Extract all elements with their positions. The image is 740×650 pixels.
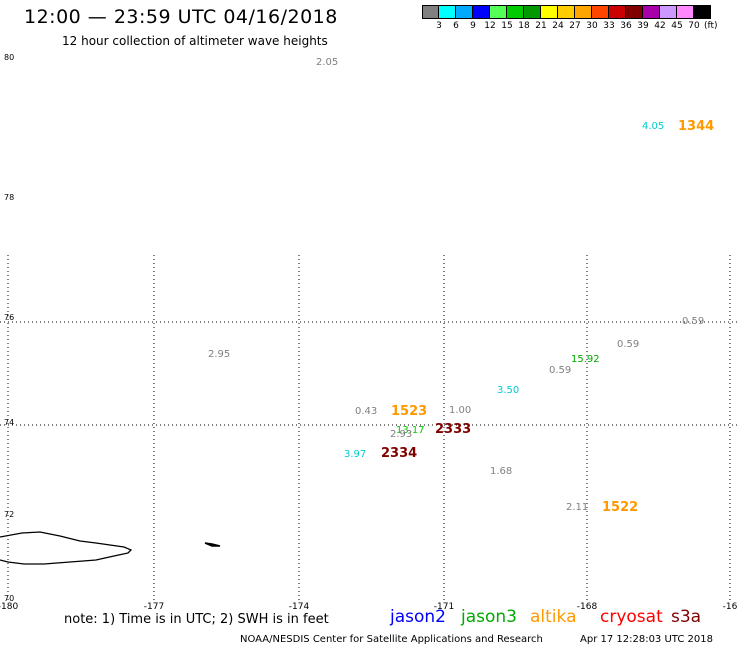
wave-height-label: 2.11: [566, 502, 588, 513]
axis-labels: -180 -177 -174 -171 -168 -16 80 78 76 74 72 70: [0, 53, 738, 612]
legend-entry-cryosat: cryosat: [600, 607, 663, 627]
color-swatch: [507, 5, 524, 19]
generation-timestamp: Apr 17 12:28:03 UTC 2018: [580, 634, 713, 645]
wave-height-label: 0.59: [617, 339, 639, 350]
graticule: [0, 255, 740, 600]
color-swatch: [677, 5, 694, 19]
wave-height-label-large: 1523: [391, 404, 427, 419]
longitude-tick-label: -180: [0, 602, 18, 612]
legend-entry-jason2: jason2: [390, 607, 446, 627]
color-scale-label: 42: [654, 21, 666, 31]
wave-height-label: 3.97: [344, 449, 366, 460]
longitude-tick-label: -174: [289, 602, 310, 612]
wave-height-label-large: 2333: [435, 422, 471, 437]
legend-entry-jason3: jason3: [461, 607, 517, 627]
color-scale-label: 39: [637, 21, 649, 31]
color-scale-label: 18: [518, 21, 530, 31]
longitude-tick-label: -168: [577, 602, 598, 612]
islet-outline: [204, 542, 221, 547]
wave-height-label: 0.59: [682, 316, 704, 327]
wave-height-label: 2.93: [390, 429, 412, 440]
color-swatch: [439, 5, 456, 19]
map-title: 12:00 — 23:59 UTC 04/16/2018: [24, 6, 338, 28]
wave-height-label: 0.43: [355, 406, 377, 417]
latitude-tick-label: 74: [4, 418, 14, 427]
color-swatch: [524, 5, 541, 19]
color-swatch: [456, 5, 473, 19]
wave-height-label-large: 1522: [602, 500, 638, 515]
color-scale-label: 12: [484, 21, 496, 31]
wave-height-label-large: 1344: [678, 119, 714, 134]
wave-height-label: 1.68: [490, 466, 512, 477]
legend-entry-altika: altika: [530, 607, 577, 627]
color-scale-label: 70: [688, 21, 700, 31]
longitude-tick-label: -16: [723, 602, 738, 612]
color-swatch: [592, 5, 609, 19]
color-scale-label: 24: [552, 21, 564, 31]
coastline: [0, 531, 221, 565]
color-swatch: [541, 5, 558, 19]
latitude-tick-label: 78: [4, 193, 14, 202]
wave-height-label: 3.50: [497, 385, 519, 396]
color-scale-label: 9: [470, 21, 476, 31]
color-scale-label: 33: [603, 21, 615, 31]
color-scale-label: 36: [620, 21, 632, 31]
color-swatch: [558, 5, 575, 19]
color-swatch: [473, 5, 490, 19]
color-swatch: [643, 5, 660, 19]
color-scale-unit: (ft): [704, 21, 718, 31]
color-scale-label: 27: [569, 21, 581, 31]
color-scale-label: 30: [586, 21, 598, 31]
map-subtitle: 12 hour collection of altimeter wave hei…: [62, 34, 328, 48]
color-scale-label: 21: [535, 21, 547, 31]
legend-entry-s3a: s3a: [671, 607, 702, 627]
color-swatch: [609, 5, 626, 19]
wave-height-label: 2.95: [208, 349, 230, 360]
credit-line: NOAA/NESDIS Center for Satellite Applica…: [240, 634, 543, 645]
latitude-tick-label: 80: [4, 53, 14, 62]
longitude-tick-label: -177: [144, 602, 164, 612]
longitude-tick-label: -171: [434, 602, 454, 612]
color-scale-label: 45: [671, 21, 683, 31]
color-swatch: [660, 5, 677, 19]
latitude-tick-label: 76: [4, 313, 14, 322]
color-scale-label: 15: [501, 21, 513, 31]
color-swatch: [694, 5, 711, 19]
latitude-tick-label: 72: [4, 510, 14, 519]
color-swatch: [575, 5, 592, 19]
wave-height-label-large: 2334: [381, 446, 417, 461]
wave-height-label: 0.59: [549, 365, 571, 376]
color-swatch: [490, 5, 507, 19]
units-note: note: 1) Time is in UTC; 2) SWH is in fe…: [64, 612, 329, 627]
wave-height-label: 13.17: [396, 425, 425, 436]
latitude-tick-label: 70: [4, 594, 14, 603]
wave-height-label: 4.05: [642, 121, 664, 132]
color-swatch: [626, 5, 643, 19]
color-scale-label: 6: [453, 21, 459, 31]
color-scale-label: 3: [436, 21, 442, 31]
wave-height-label: 15.92: [571, 354, 600, 365]
wave-height-label: 2.05: [316, 57, 338, 68]
color-scale-bar: [422, 5, 711, 19]
wave-height-label: 1.00: [449, 405, 471, 416]
color-swatch: [422, 5, 439, 19]
island-outline: [0, 531, 133, 565]
